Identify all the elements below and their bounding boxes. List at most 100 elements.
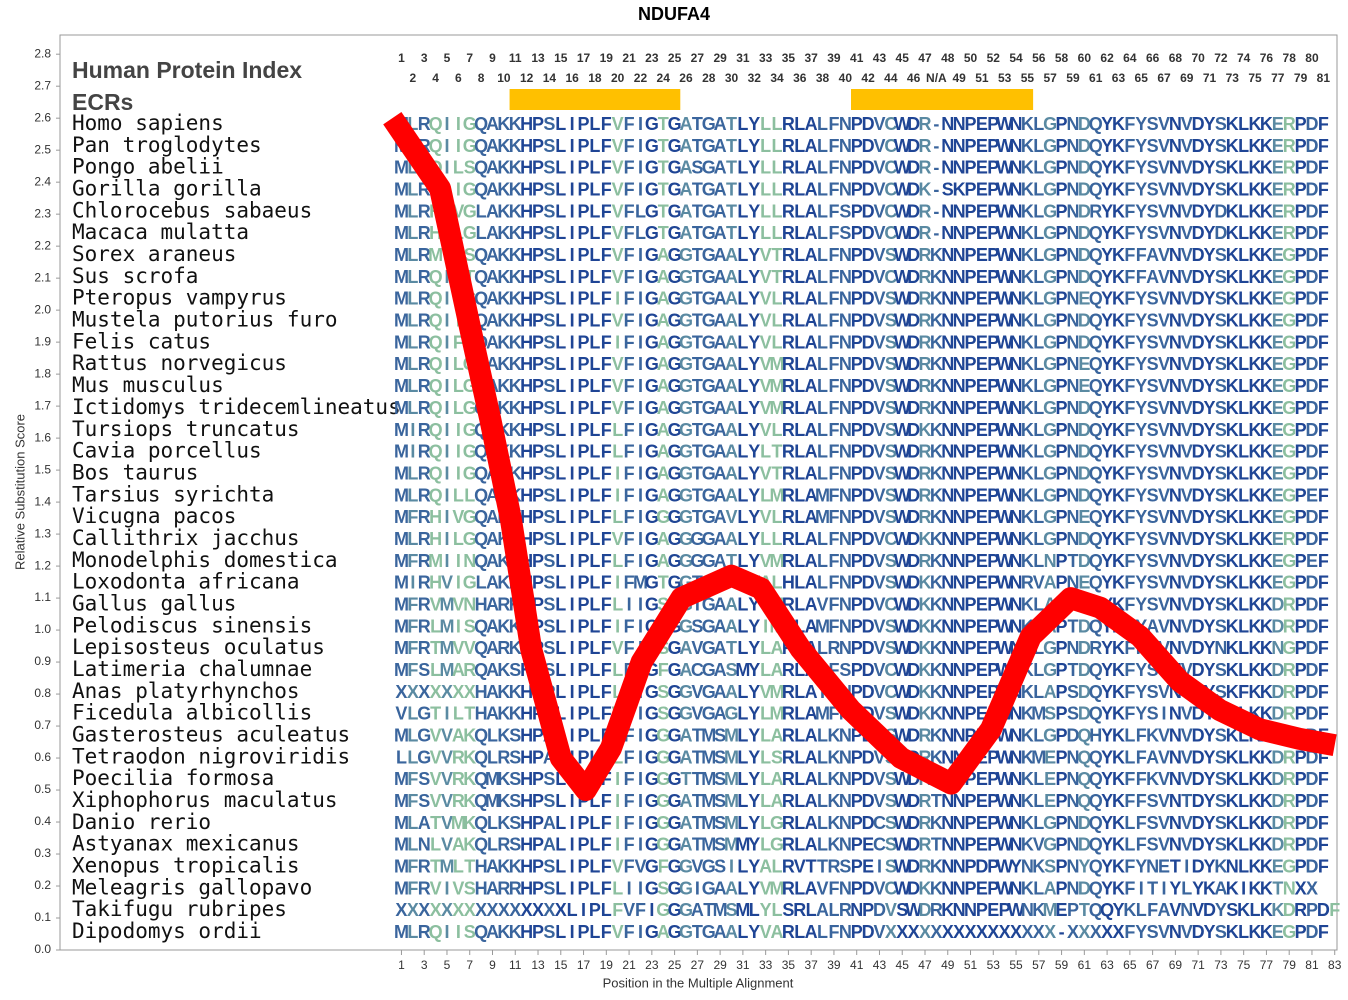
residue: L [1033,201,1044,221]
residue: D [907,878,920,898]
residue: I [570,507,575,527]
residue: L [794,529,805,549]
residue: N [941,420,954,440]
y-tick-label: 1.5 [34,462,51,476]
residue: D [1271,703,1284,723]
residue: I [410,572,415,592]
residue: Y [1135,682,1147,702]
residue: D [1192,201,1205,221]
residue: I [456,114,461,134]
residue: I [1161,878,1166,898]
residue: N [839,507,852,527]
residue: I [570,201,575,221]
residue: Q [429,398,443,418]
residue: L [612,594,623,614]
residue: V [1181,551,1193,571]
residue: T [692,376,703,396]
residue: R [1283,813,1296,833]
residue: K [1260,660,1273,680]
residue: D [862,332,875,352]
residue: F [601,114,612,134]
residue: R [918,245,931,265]
residue: V [612,267,624,287]
residue: R [418,594,431,614]
residue: V [612,354,624,374]
residue: K [1021,682,1034,702]
residue: W [996,201,1013,221]
residue: W [894,136,911,156]
residue: S [1215,463,1227,483]
residue: L [407,288,418,308]
residue: T [680,769,691,789]
residue: Q [1089,114,1103,134]
residue: F [1318,398,1329,418]
residue: K [1112,157,1125,177]
sequence: MLRQ I VGQAKKHPSL I PLF I F I GAGGTGAALYVLRLALFN… [394,288,1329,308]
residue: P [1056,529,1068,549]
residue: L [407,354,418,374]
residue: N [839,398,852,418]
residue: Y [1101,638,1113,658]
residue: A [714,660,727,680]
residue: S [885,834,897,854]
species-name: Gallus gallus [72,591,236,615]
residue: N [953,594,966,614]
residue: F [1318,376,1329,396]
residue: F [1124,441,1135,461]
residue: L [1033,441,1044,461]
residue: D [1192,441,1205,461]
residue: K [1249,441,1262,461]
residue: K [1112,878,1125,898]
residue: T [1272,878,1283,898]
residue: F [601,398,612,418]
residue: F [1318,288,1329,308]
residue: W [996,638,1013,658]
residue: D [873,900,886,920]
residue: K [1260,179,1273,199]
residue: L [1033,551,1044,571]
residue: G [1282,485,1296,505]
residue: S [1147,529,1159,549]
residue: K [1021,791,1034,811]
position-label: 37 [804,51,818,65]
residue: R [782,791,795,811]
residue: P [851,354,863,374]
residue: P [578,747,590,767]
residue: L [817,463,828,483]
x-tick-label: 73 [1214,958,1228,972]
residue: L [817,157,828,177]
residue: Q [474,507,488,527]
residue: L [772,114,783,134]
residue: S [509,769,521,789]
residue: K [497,332,510,352]
residue: A [805,463,818,483]
residue: V [612,114,624,134]
residue: S [657,703,669,723]
residue: N [941,441,954,461]
residue: L [806,900,817,920]
residue: R [1283,594,1296,614]
residue: V [1158,376,1170,396]
residue: A [486,136,499,156]
residue: L [555,398,566,418]
residue: K [1021,332,1034,352]
x-tick-label: 17 [577,958,591,972]
residue: K [1021,703,1034,723]
residue: E [1056,900,1068,920]
residue: R [782,507,795,527]
residue: K [1226,769,1239,789]
residue: K [1249,114,1262,134]
residue: K [1112,179,1125,199]
residue: P [851,245,863,265]
residue: A [714,594,727,614]
residue: X [1067,922,1079,942]
residue: P [965,856,977,876]
residue: L [817,747,828,767]
residue: K [1260,245,1273,265]
residue: P [1056,245,1068,265]
residue: C [884,267,897,287]
residue: Y [1204,201,1216,221]
residue: L [464,485,475,505]
residue: V [1158,922,1170,942]
residue: F [601,791,612,811]
